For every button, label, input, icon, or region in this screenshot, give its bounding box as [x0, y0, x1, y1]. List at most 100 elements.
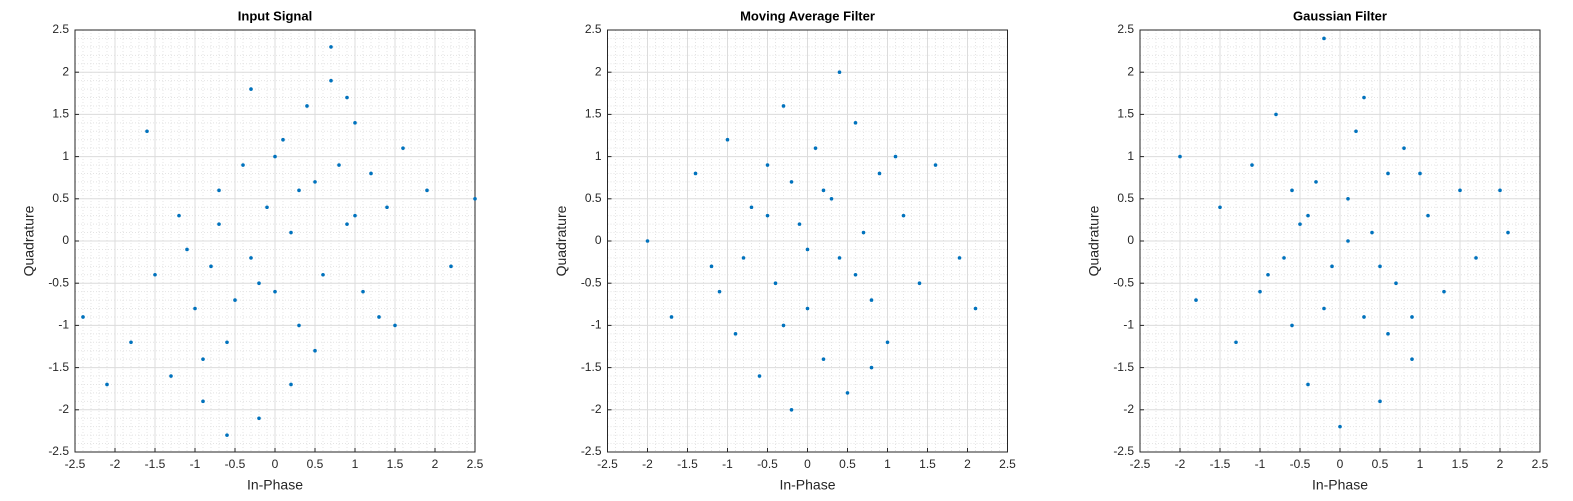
point: [861, 230, 866, 235]
point: [81, 315, 85, 319]
y-tick-label: 1.5: [1117, 107, 1134, 121]
point: [297, 188, 301, 193]
y-axis-label: Quadrature: [1086, 205, 1102, 276]
point: [401, 146, 405, 150]
point: [321, 272, 325, 277]
point: [313, 348, 317, 353]
x-tick-label: 1.5: [919, 457, 936, 471]
x-tick-label: -2.5: [1130, 457, 1151, 471]
point: [329, 78, 333, 83]
y-tick-label: -2.5: [581, 444, 602, 458]
chart-title: Input Signal: [238, 8, 312, 23]
point: [709, 264, 714, 269]
point: [289, 230, 293, 235]
point: [249, 87, 253, 91]
x-axis-label: In-Phase: [1312, 477, 1368, 493]
y-tick-label: -1.5: [1113, 360, 1134, 374]
y-tick-label: 0.5: [1117, 191, 1134, 205]
chart-title: Moving Average Filter: [740, 8, 875, 23]
x-tick-label: 2: [1497, 457, 1504, 471]
point: [273, 154, 277, 159]
x-tick-label: 0: [1337, 457, 1344, 471]
point: [225, 340, 229, 345]
point: [797, 222, 802, 226]
point: [241, 163, 245, 167]
point: [1378, 399, 1382, 404]
point: [837, 70, 842, 74]
point: [105, 382, 109, 387]
y-tick-label: 0.5: [52, 191, 69, 205]
point: [153, 272, 157, 277]
x-tick-label: 2: [964, 457, 971, 471]
point: [353, 213, 357, 218]
y-tick-label: -0.5: [1113, 275, 1134, 289]
x-tick-label: -1.5: [1210, 457, 1231, 471]
point: [273, 289, 277, 294]
point: [733, 332, 738, 336]
point: [1458, 188, 1462, 193]
point: [1426, 213, 1430, 218]
y-tick-label: 2.5: [52, 22, 69, 36]
point: [821, 188, 826, 193]
point: [1370, 230, 1374, 235]
point: [265, 205, 269, 210]
y-tick-label: 2: [595, 64, 602, 78]
x-tick-label: -1.5: [145, 457, 166, 471]
point: [1410, 315, 1414, 319]
point: [193, 306, 197, 311]
y-tick-label: 0.5: [585, 191, 602, 205]
y-tick-label: 0: [62, 233, 69, 247]
point: [757, 374, 762, 378]
point: [1250, 163, 1254, 167]
point: [885, 340, 890, 345]
point: [1234, 340, 1238, 345]
y-tick-label: -1: [58, 318, 69, 332]
point: [813, 146, 818, 150]
y-tick-label: 0: [1127, 233, 1134, 247]
point: [957, 256, 962, 260]
y-tick-label: 1.5: [585, 107, 602, 121]
point: [185, 247, 189, 252]
point: [281, 137, 285, 142]
axes-box: [1139, 29, 1541, 453]
point: [1498, 188, 1502, 193]
x-tick-label: 0.5: [307, 457, 324, 471]
point: [177, 213, 181, 218]
point: [1354, 129, 1358, 134]
x-tick-label: -2: [642, 457, 653, 471]
point: [145, 129, 149, 134]
point: [1410, 357, 1414, 361]
point: [645, 239, 650, 243]
y-tick-label: -1: [591, 318, 602, 332]
point: [725, 137, 730, 142]
point: [345, 222, 349, 226]
point: [217, 188, 221, 193]
x-tick-label: -0.5: [757, 457, 778, 471]
point: [1258, 289, 1262, 294]
point: [1266, 272, 1270, 277]
point: [1386, 332, 1390, 336]
point: [201, 357, 205, 361]
point: [741, 256, 746, 260]
point: [717, 289, 722, 294]
point: [749, 205, 754, 210]
point: [789, 180, 794, 184]
point: [1282, 256, 1286, 260]
y-axis-label: Quadrature: [21, 205, 37, 276]
y-tick-label: -2: [1123, 402, 1134, 416]
y-tick-label: -0.5: [581, 275, 602, 289]
x-tick-label: 1: [884, 457, 891, 471]
x-tick-label: 1.5: [387, 457, 404, 471]
point: [1178, 154, 1182, 159]
x-tick-label: -1: [1255, 457, 1266, 471]
x-tick-label: 2: [432, 457, 439, 471]
point: [297, 323, 301, 328]
point: [289, 382, 293, 387]
x-axis-label: In-Phase: [779, 477, 835, 493]
point: [209, 264, 213, 269]
point: [845, 391, 850, 395]
point: [805, 306, 810, 311]
point: [473, 197, 477, 201]
point: [773, 281, 778, 286]
x-tick-label: 0.5: [839, 457, 856, 471]
